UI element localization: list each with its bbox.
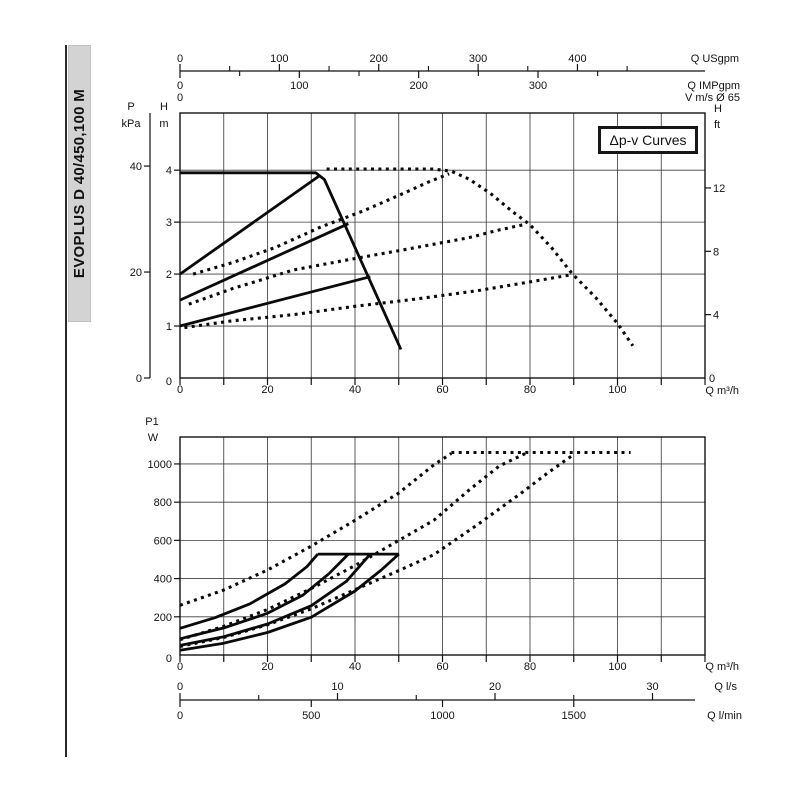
svg-text:Q USgpm: Q USgpm — [691, 53, 739, 65]
svg-text:40: 40 — [130, 161, 142, 173]
svg-text:200: 200 — [370, 53, 388, 65]
svg-text:100: 100 — [608, 661, 626, 673]
svg-text:H: H — [160, 101, 168, 113]
svg-text:12: 12 — [713, 183, 725, 195]
series-dpv-setting-3m-solid — [179, 222, 349, 302]
svg-text:1000: 1000 — [148, 459, 172, 471]
svg-text:3: 3 — [166, 217, 172, 229]
svg-text:W: W — [148, 432, 159, 444]
svg-text:400: 400 — [568, 53, 586, 65]
power-chart-grid — [180, 437, 705, 655]
svg-text:4: 4 — [166, 165, 172, 177]
svg-text:0: 0 — [177, 53, 183, 65]
model-label: EVOPLUS D 40/450,100 M — [71, 88, 88, 279]
power-chart-series — [179, 450, 631, 652]
svg-text:200: 200 — [154, 612, 172, 624]
svg-text:80: 80 — [524, 384, 536, 396]
svg-text:0: 0 — [177, 384, 183, 396]
svg-text:ft: ft — [714, 119, 720, 131]
svg-text:100: 100 — [270, 53, 288, 65]
svg-text:P: P — [127, 101, 134, 113]
svg-text:kPa: kPa — [122, 118, 142, 130]
svg-text:Q l/s: Q l/s — [714, 681, 737, 693]
svg-text:1000: 1000 — [430, 710, 454, 722]
svg-text:0: 0 — [177, 661, 183, 673]
svg-text:P1: P1 — [145, 416, 158, 428]
svg-text:300: 300 — [469, 53, 487, 65]
svg-text:10: 10 — [331, 681, 343, 693]
svg-text:100: 100 — [290, 80, 308, 92]
series-max-speed-envelope-dotted — [326, 167, 635, 347]
head-chart-series — [179, 167, 635, 350]
svg-text:20: 20 — [489, 681, 501, 693]
svg-text:20: 20 — [261, 384, 273, 396]
svg-text:0: 0 — [177, 80, 183, 92]
svg-text:0: 0 — [177, 92, 183, 104]
svg-text:300: 300 — [529, 80, 547, 92]
svg-text:8: 8 — [713, 246, 719, 258]
svg-text:Q l/min: Q l/min — [707, 710, 742, 722]
svg-text:Q m³/h: Q m³/h — [705, 661, 739, 673]
series-p1-setting4-solid — [179, 553, 400, 652]
model-label-strip: EVOPLUS D 40/450,100 M — [68, 45, 91, 322]
series-dpv-setting-2m-solid — [179, 275, 371, 328]
svg-text:80: 80 — [524, 661, 536, 673]
svg-text:100: 100 — [608, 384, 626, 396]
figure-left-border — [65, 45, 67, 757]
svg-text:500: 500 — [302, 710, 320, 722]
svg-text:20: 20 — [261, 661, 273, 673]
series-max-head-limit-solid — [180, 171, 403, 350]
series-dpv-max-4m-dotted — [192, 172, 450, 276]
svg-text:0: 0 — [166, 376, 172, 388]
svg-text:200: 200 — [409, 80, 427, 92]
head-chart-grid — [180, 113, 705, 378]
svg-text:H: H — [714, 103, 722, 115]
svg-text:600: 600 — [154, 535, 172, 547]
svg-text:20: 20 — [130, 267, 142, 279]
svg-text:60: 60 — [436, 384, 448, 396]
svg-text:Q IMPgpm: Q IMPgpm — [687, 80, 740, 92]
svg-text:4: 4 — [713, 310, 719, 322]
svg-text:40: 40 — [349, 384, 361, 396]
svg-text:800: 800 — [154, 497, 172, 509]
series-p1-setting1-solid — [179, 553, 319, 630]
svg-text:m: m — [159, 118, 168, 130]
series-p1-max1-dotted — [179, 452, 453, 607]
series-dpv-max-2m-dotted — [184, 273, 570, 330]
series-p1-max2-dotted — [179, 452, 527, 642]
svg-text:1500: 1500 — [562, 710, 586, 722]
svg-text:0: 0 — [136, 373, 142, 385]
svg-text:400: 400 — [154, 574, 172, 586]
dpv-curves-badge: Δp-v Curves — [598, 126, 698, 154]
svg-text:40: 40 — [349, 661, 361, 673]
svg-text:30: 30 — [646, 681, 658, 693]
svg-text:2: 2 — [166, 269, 172, 281]
svg-text:0: 0 — [177, 710, 183, 722]
svg-text:0: 0 — [166, 653, 172, 665]
svg-text:0: 0 — [709, 373, 715, 385]
svg-text:0: 0 — [177, 681, 183, 693]
series-p1-max3-dotted — [179, 453, 575, 648]
svg-text:V m/s Ø 65: V m/s Ø 65 — [685, 92, 740, 104]
svg-text:1: 1 — [166, 321, 172, 333]
svg-text:60: 60 — [436, 661, 448, 673]
series-dpv-setting-4m-solid — [179, 174, 321, 276]
svg-text:Q m³/h: Q m³/h — [705, 385, 739, 397]
